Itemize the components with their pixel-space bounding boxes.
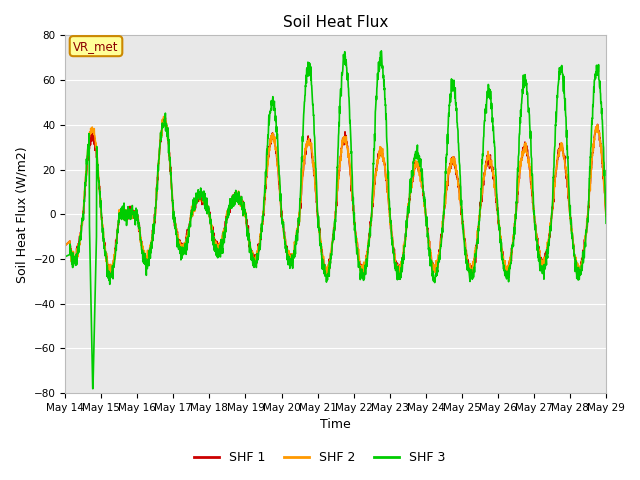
X-axis label: Time: Time [320,419,351,432]
Text: VR_met: VR_met [73,40,119,53]
Title: Soil Heat Flux: Soil Heat Flux [283,15,388,30]
Y-axis label: Soil Heat Flux (W/m2): Soil Heat Flux (W/m2) [15,146,28,283]
Legend: SHF 1, SHF 2, SHF 3: SHF 1, SHF 2, SHF 3 [189,446,451,469]
